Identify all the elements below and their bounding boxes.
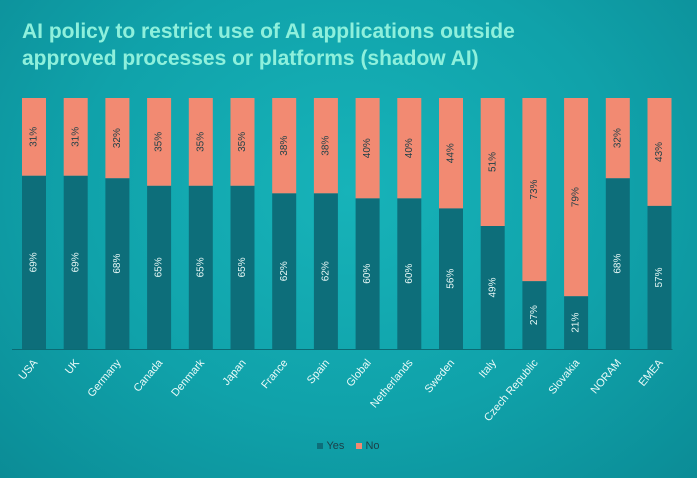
- bar-yes-9: [397, 198, 422, 349]
- x-tick-label-9: Netherlands: [368, 357, 416, 411]
- bar-no-11: [480, 98, 505, 227]
- x-tick-label-2: Germany: [85, 357, 124, 400]
- data-label-yes-13: 21%: [571, 313, 582, 333]
- bar-no-6: [272, 98, 297, 194]
- bar-yes-3: [147, 185, 172, 349]
- bar-yes-8: [355, 198, 380, 349]
- data-label-yes-4: 65%: [195, 257, 206, 277]
- data-label-yes-8: 60%: [362, 264, 373, 284]
- data-label-no-0: 31%: [29, 127, 40, 147]
- bar-no-8: [355, 98, 380, 199]
- data-label-no-2: 32%: [112, 128, 123, 148]
- legend-label-yes: Yes: [326, 440, 345, 452]
- x-tick-label-7: Spain: [305, 357, 332, 386]
- data-label-yes-12: 27%: [529, 305, 540, 325]
- data-label-no-12: 73%: [529, 179, 540, 199]
- bar-no-14: [605, 98, 630, 179]
- legend-item-yes: Yes: [317, 440, 344, 452]
- bar-no-12: [522, 98, 547, 282]
- x-tick-label-0: USA: [17, 357, 41, 383]
- data-label-yes-9: 60%: [404, 264, 415, 284]
- bar-yes-12: [522, 281, 547, 349]
- bar-yes-5: [230, 185, 255, 349]
- bar-no-10: [439, 98, 463, 209]
- data-label-no-4: 35%: [195, 132, 206, 152]
- legend-item-no: No: [356, 440, 380, 452]
- data-label-no-14: 32%: [612, 128, 623, 148]
- legend-swatch-no: [356, 443, 363, 449]
- data-label-no-10: 44%: [446, 143, 457, 163]
- bar-no-3: [147, 98, 172, 186]
- bar-no-4: [188, 98, 213, 186]
- data-label-yes-2: 68%: [112, 254, 123, 274]
- bar-yes-15: [647, 205, 672, 349]
- legend: Yes No: [0, 440, 697, 452]
- x-tick-label-4: Denmark: [169, 357, 207, 399]
- x-tick-label-13: Slovakia: [546, 357, 582, 397]
- data-label-yes-1: 69%: [70, 252, 81, 272]
- x-tick-label-3: Canada: [131, 357, 166, 395]
- data-label-no-7: 38%: [321, 136, 332, 156]
- bar-no-13: [564, 98, 589, 297]
- bar-no-7: [313, 98, 338, 194]
- data-label-no-3: 35%: [154, 132, 165, 152]
- bar-yes-4: [188, 185, 213, 349]
- bar-yes-10: [439, 208, 463, 349]
- data-label-yes-0: 69%: [29, 252, 40, 272]
- bar-no-1: [63, 98, 88, 176]
- x-tick-label-15: EMEA: [637, 357, 667, 389]
- bar-no-5: [230, 98, 255, 186]
- data-label-no-13: 79%: [571, 187, 582, 207]
- chart-title: AI policy to restrict use of AI applicat…: [22, 20, 515, 70]
- x-tick-label-11: Italy: [477, 357, 499, 381]
- data-label-yes-6: 62%: [279, 261, 290, 281]
- x-tick-label-14: NORAM: [589, 357, 625, 396]
- data-label-no-1: 31%: [70, 127, 81, 147]
- data-label-yes-3: 65%: [154, 257, 165, 277]
- data-label-yes-10: 56%: [446, 269, 457, 289]
- bar-yes-1: [63, 175, 88, 349]
- data-label-no-8: 40%: [362, 138, 373, 158]
- legend-swatch-yes: [317, 443, 324, 449]
- bar-no-9: [397, 98, 422, 199]
- data-label-yes-15: 57%: [654, 267, 665, 287]
- bar-yes-0: [22, 175, 46, 349]
- data-label-no-5: 35%: [237, 132, 248, 152]
- bar-no-0: [22, 98, 46, 176]
- data-label-yes-5: 65%: [237, 257, 248, 277]
- x-tick-label-8: Global: [344, 357, 374, 389]
- legend-label-no: No: [365, 440, 380, 452]
- data-label-yes-7: 62%: [321, 261, 332, 281]
- bar-no-15: [647, 98, 672, 206]
- bar-yes-6: [272, 193, 297, 349]
- x-tick-label-5: Japan: [220, 357, 248, 388]
- data-label-no-6: 38%: [279, 136, 290, 156]
- bar-yes-14: [605, 178, 630, 349]
- bar-yes-2: [105, 178, 130, 349]
- data-label-no-9: 40%: [404, 138, 415, 158]
- data-label-no-15: 43%: [654, 142, 665, 162]
- x-tick-label-6: France: [259, 357, 290, 391]
- bar-yes-7: [313, 193, 338, 349]
- x-tick-label-10: Sweden: [423, 357, 458, 395]
- data-label-no-11: 51%: [487, 152, 498, 172]
- bar-no-2: [105, 98, 130, 179]
- x-tick-label-1: UK: [63, 357, 82, 377]
- bar-yes-11: [480, 226, 505, 349]
- bar-yes-13: [564, 296, 589, 349]
- data-label-yes-11: 49%: [487, 277, 498, 297]
- data-label-yes-14: 68%: [612, 254, 623, 274]
